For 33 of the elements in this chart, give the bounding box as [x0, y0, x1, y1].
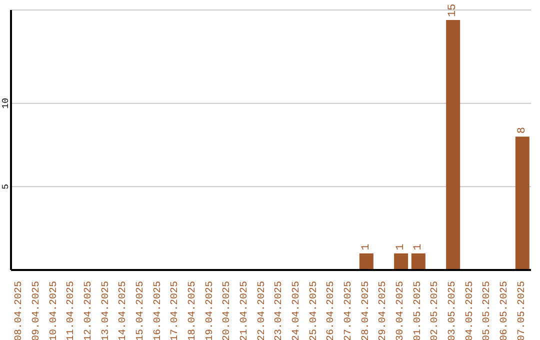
x-tick-label: 24.04.2025	[292, 281, 302, 340]
data-label: 1	[395, 243, 408, 250]
data-label: 8	[516, 127, 528, 134]
bar	[394, 253, 408, 270]
x-tick-label: 25.04.2025	[308, 281, 320, 340]
bar	[411, 253, 426, 270]
bar	[515, 136, 530, 270]
x-tick-label: 22.04.2025	[256, 281, 268, 340]
x-tick-label: 14.04.2025	[118, 281, 130, 340]
data-label: 1	[412, 243, 424, 250]
x-tick-label: 23.04.2025	[274, 281, 286, 340]
x-tick-label: 12.04.2025	[84, 281, 94, 340]
x-tick-label: 16.04.2025	[152, 281, 164, 340]
data-label: 1	[360, 243, 372, 250]
y-tick-label: 10	[1, 98, 11, 109]
x-tick-label: 19.04.2025	[204, 281, 216, 340]
x-tick-label: 18.04.2025	[188, 281, 198, 340]
x-tick-label: 26.04.2025	[326, 281, 338, 340]
x-tick-label: 21.04.2025	[240, 281, 250, 340]
x-tick-label: 28.04.2025	[360, 281, 372, 340]
y-tick-label: 5	[1, 184, 11, 190]
x-tick-label: 11.04.2025	[66, 281, 78, 340]
data-label: 15	[447, 4, 460, 17]
x-tick-label: 10.04.2025	[48, 281, 60, 340]
x-tick-label: 30.04.2025	[396, 281, 406, 340]
x-tick-label: 20.04.2025	[222, 281, 234, 340]
x-tick-label: 27.04.2025	[344, 281, 354, 340]
x-tick-label: 17.04.2025	[170, 281, 182, 340]
bar	[446, 20, 460, 270]
x-tick-label: 13.04.2025	[100, 281, 112, 340]
x-tick-label: 29.04.2025	[378, 281, 390, 340]
x-tick-label: 15.04.2025	[136, 281, 146, 340]
bar	[359, 253, 374, 270]
